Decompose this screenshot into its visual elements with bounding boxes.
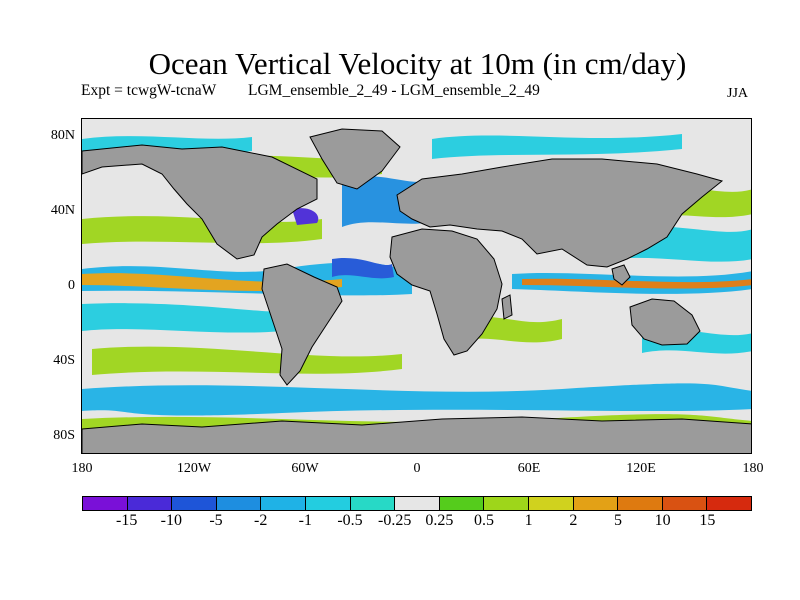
colorbar-label: 10 [654, 512, 671, 529]
colorbar-swatch [618, 497, 663, 510]
colorbar-swatch [707, 497, 751, 510]
lon-label-120w: 120W [176, 461, 212, 476]
lat-label-40n: 40N [50, 203, 75, 218]
colorbar-label: 1 [524, 512, 533, 529]
colorbar-label: -0.25 [377, 512, 412, 529]
colorbar-label: -15 [115, 512, 138, 529]
season-label: JJA [727, 86, 749, 101]
colorbar-swatch [484, 497, 529, 510]
colorbar-swatch [662, 497, 708, 510]
colorbar-swatch [573, 497, 619, 510]
colorbar-label: -2 [253, 512, 268, 529]
colorbar-swatch [395, 497, 440, 510]
ensemble-label: LGM_ensemble_2_49 - LGM_ensemble_2_49 [248, 82, 540, 99]
lon-label-0: 0 [413, 461, 421, 476]
colorbar-swatch [439, 497, 485, 510]
lon-label-60e: 60E [517, 461, 541, 476]
colorbar-swatch [350, 497, 396, 510]
map-canvas [82, 119, 751, 453]
colorbar-swatch [83, 497, 128, 510]
colorbar-label: 2 [569, 512, 578, 529]
colorbar-label: -0.5 [337, 512, 363, 529]
colorbar-label: 0.5 [474, 512, 494, 529]
map-title: Ocean Vertical Velocity at 10m (in cm/da… [148, 46, 687, 81]
colorbar-swatch [216, 497, 262, 510]
colorbar-label: 15 [699, 512, 716, 529]
lat-label-0: 0 [68, 278, 75, 293]
colorbar-label: 5 [614, 512, 622, 529]
colorbar-swatch [528, 497, 574, 510]
lat-label-40s: 40S [53, 353, 75, 368]
colorbar-swatch [172, 497, 217, 510]
velocity-map [81, 118, 752, 454]
colorbar-swatch [305, 497, 351, 510]
land-masses [82, 128, 751, 453]
lon-label-120e: 120E [626, 461, 656, 476]
lat-label-80n: 80N [50, 128, 75, 143]
lat-label-80s: 80S [53, 428, 75, 443]
lon-label-180e: 180 [742, 461, 764, 476]
colorbar-swatch [127, 497, 173, 510]
experiment-label: Expt = tcwgW-tcnaW [81, 82, 217, 99]
colorbar-label: -10 [160, 512, 182, 529]
lon-label-60w: 60W [291, 461, 319, 476]
colorbar-label: -1 [298, 512, 312, 529]
colorbar-label: 0.25 [425, 512, 454, 529]
colorbar-swatch [261, 497, 306, 510]
colorbar-label: -5 [209, 512, 223, 529]
colorbar [82, 496, 752, 511]
lon-label-180w: 180 [71, 461, 93, 476]
